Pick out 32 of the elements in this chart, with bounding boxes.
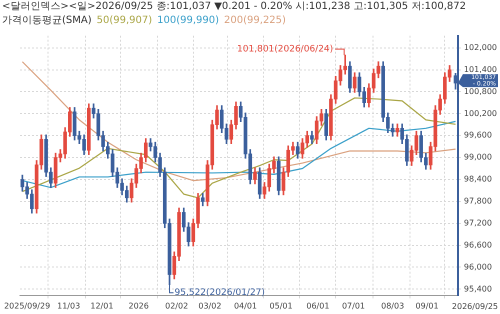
y-tick-label: 97,800 <box>464 196 492 206</box>
x-tick-label: 02/02 <box>165 301 188 310</box>
text: 50(99,907) <box>96 14 152 28</box>
y-tick-label: 99,600 <box>464 130 492 140</box>
y-tick-label: 100,200 <box>464 108 498 118</box>
x-tick-label: 07/01 <box>342 301 366 310</box>
y-tick-label: 96,600 <box>464 240 492 250</box>
y-tick-label: 100,800 <box>464 86 498 96</box>
annotation: 101,801(2026/06/24) <box>237 44 334 54</box>
x-tick-label: 09/01 <box>416 301 439 310</box>
y-tick-label: 97,200 <box>464 218 492 228</box>
y-tick-label: 101,400 <box>464 64 498 74</box>
chart-title: <달러인덱스><일>2026/09/25 종:101,037 ▼0.201 - 0.20% 시:101,238 고:101,305 저:100,872 <box>1 0 467 14</box>
y-tick-label: 96,000 <box>464 262 492 272</box>
text: 200(99,225) <box>224 14 286 28</box>
x-tick-label: 2026 <box>128 301 149 310</box>
x-tick-label: 05/01 <box>270 301 293 310</box>
y-tick-label: 98,400 <box>464 174 492 184</box>
annotation: 95,522(2026/01/27) <box>174 288 265 298</box>
x-tick-label: 04/01 <box>234 301 258 310</box>
x-tick-label: 06/01 <box>306 301 330 310</box>
x-tick-label: 2025/09/29 <box>4 301 50 310</box>
y-tick-label: 102,000 <box>464 42 498 52</box>
text: 100(99,990) <box>157 14 220 28</box>
x-tick-label: 11/03 <box>57 301 80 310</box>
y-tick-label: 95,400 <box>464 284 492 294</box>
text: 2026/09/25 <box>452 302 498 311</box>
x-tick-label: 12/01 <box>90 301 114 310</box>
legend-title: 가격이동평균(SMA) <box>2 14 92 28</box>
y-tick-label: 99,000 <box>464 152 492 162</box>
x-tick-label: 08/03 <box>381 301 404 310</box>
x-tick-label: 03/02 <box>198 301 222 310</box>
